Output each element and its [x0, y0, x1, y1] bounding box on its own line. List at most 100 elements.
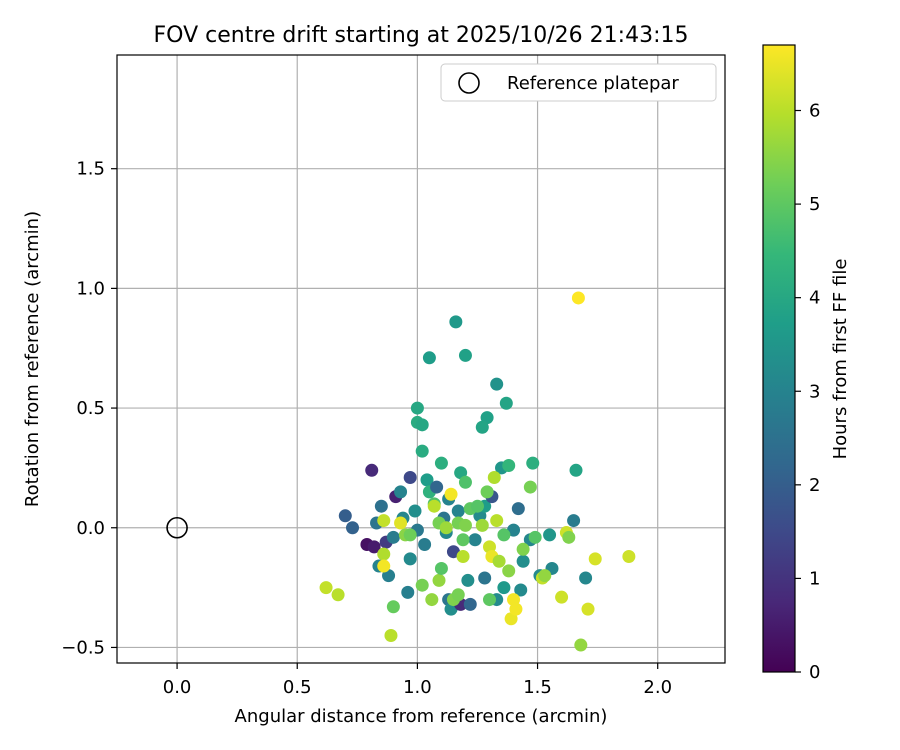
data-point — [439, 521, 453, 535]
data-point — [461, 573, 475, 587]
data-point — [588, 552, 602, 566]
y-tick-label: 1.5 — [76, 159, 105, 180]
data-point — [401, 585, 415, 599]
data-point — [497, 581, 511, 595]
data-point — [581, 602, 595, 616]
data-point — [468, 533, 482, 547]
x-tick-label: 0.0 — [163, 677, 192, 698]
data-point — [538, 569, 552, 583]
grid-lines — [117, 55, 725, 663]
data-point — [456, 533, 470, 547]
data-point — [420, 473, 434, 487]
data-point — [365, 463, 379, 477]
data-point — [410, 401, 424, 415]
data-point — [516, 542, 530, 556]
data-point — [528, 530, 542, 544]
data-point — [499, 396, 513, 410]
colorbar-tick-label: 3 — [809, 381, 820, 402]
data-point — [422, 351, 436, 365]
colorbar-gradient — [762, 44, 796, 673]
data-point — [502, 459, 516, 473]
data-point — [427, 499, 441, 513]
data-point — [492, 554, 506, 568]
data-point — [458, 518, 472, 532]
data-point — [434, 561, 448, 575]
data-point — [403, 552, 417, 566]
chart-title: FOV centre drift starting at 2025/10/26 … — [154, 23, 689, 48]
data-point — [490, 514, 504, 528]
x-axis-label: Angular distance from reference (arcmin) — [235, 706, 608, 727]
data-point — [504, 612, 518, 626]
data-point — [415, 578, 429, 592]
y-tick-label: 0.5 — [76, 398, 105, 419]
y-axis-label: Rotation from reference (arcmin) — [22, 211, 43, 507]
data-point — [394, 516, 408, 530]
plot-area — [116, 54, 726, 664]
data-point — [543, 528, 557, 542]
data-point — [507, 523, 521, 537]
data-point — [451, 504, 465, 518]
data-point — [331, 588, 345, 602]
data-point — [514, 583, 528, 597]
data-point — [367, 540, 381, 554]
data-point — [384, 628, 398, 642]
data-point — [415, 418, 429, 432]
plot-background — [117, 55, 725, 663]
colorbar-tick-label: 0 — [809, 662, 820, 683]
x-axis-ticks: 0.0 0.5 1.0 1.5 2.0 — [163, 663, 672, 698]
colorbar-tick-label: 2 — [809, 475, 820, 496]
colorbar-label: Hours from first FF file — [830, 259, 851, 460]
colorbar: 0 1 2 3 4 5 6 Hours from first FF file — [762, 44, 851, 683]
data-point — [374, 499, 388, 513]
data-point — [377, 559, 391, 573]
data-point — [480, 411, 494, 425]
x-tick-label: 2.0 — [643, 677, 672, 698]
data-point — [458, 348, 472, 362]
y-tick-label: 1.0 — [76, 278, 105, 299]
colorbar-tick-label: 1 — [809, 568, 820, 589]
data-point — [490, 377, 504, 391]
data-point — [480, 485, 494, 499]
y-axis-ticks: −0.5 0.0 0.5 1.0 1.5 — [61, 159, 117, 658]
colorbar-tick-label: 4 — [809, 288, 820, 309]
data-point — [415, 444, 429, 458]
data-point — [382, 569, 396, 583]
data-point — [444, 487, 458, 501]
legend-box — [440, 63, 717, 102]
y-tick-label: 0.0 — [76, 518, 105, 539]
data-point — [511, 502, 525, 516]
data-point — [346, 521, 360, 535]
data-point — [451, 588, 465, 602]
plot-frame — [116, 54, 726, 664]
data-point — [475, 518, 489, 532]
data-point — [470, 499, 484, 513]
data-point — [463, 597, 477, 611]
data-point — [487, 470, 501, 484]
data-point — [622, 549, 636, 563]
data-point — [523, 480, 537, 494]
data-point — [509, 602, 523, 616]
data-point — [432, 573, 446, 587]
colorbar-tick-label: 6 — [809, 101, 820, 122]
data-point — [386, 600, 400, 614]
y-tick-label: −0.5 — [61, 637, 105, 658]
data-point — [394, 485, 408, 499]
data-point — [446, 545, 460, 559]
data-point — [319, 581, 333, 595]
colorbar-tick-label: 5 — [809, 194, 820, 215]
data-point — [475, 420, 489, 434]
data-point — [574, 638, 588, 652]
legend-label: Reference platepar — [507, 73, 679, 94]
x-tick-label: 1.0 — [403, 677, 432, 698]
data-point — [562, 530, 576, 544]
data-point — [377, 514, 391, 528]
data-point — [425, 593, 439, 607]
colorbar-ticks: 0 1 2 3 4 5 6 — [795, 101, 820, 683]
x-tick-label: 0.5 — [283, 677, 312, 698]
data-point — [567, 514, 581, 528]
data-point — [571, 291, 585, 305]
data-point — [403, 528, 417, 542]
data-point — [418, 538, 432, 552]
data-point — [377, 547, 391, 561]
